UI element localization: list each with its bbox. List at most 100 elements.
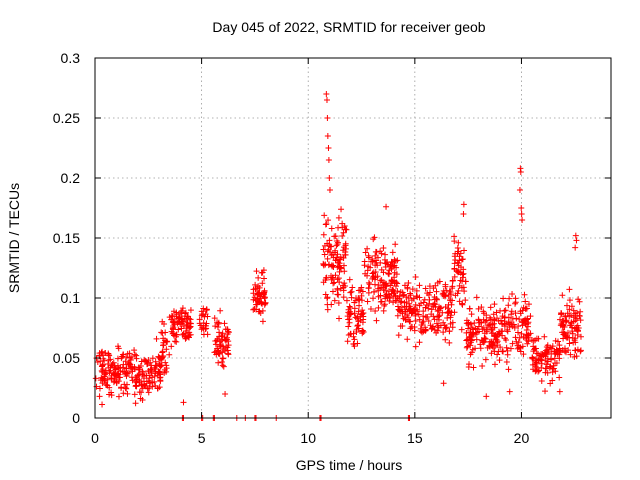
data-point: [461, 247, 468, 254]
data-point: [494, 339, 501, 346]
data-point: [475, 328, 482, 335]
data-point: [425, 317, 432, 324]
data-point: [382, 260, 389, 267]
data-point: [117, 364, 124, 371]
data-point: [224, 330, 231, 337]
data-point: [466, 305, 473, 312]
data-point: [215, 359, 222, 366]
data-point: [401, 314, 408, 321]
data-point: [123, 373, 130, 380]
data-point: [361, 262, 368, 269]
data-point: [218, 358, 225, 365]
data-point: [415, 311, 422, 318]
data-point: [187, 324, 194, 331]
data-point: [549, 377, 556, 384]
data-point: [120, 368, 127, 375]
data-point: [561, 345, 568, 352]
data-point: [364, 298, 371, 305]
data-point: [399, 310, 406, 317]
data-point: [408, 297, 415, 304]
data-point-spike: [323, 91, 330, 97]
data-point: [346, 319, 353, 326]
data-point: [175, 315, 182, 322]
data-point: [566, 297, 573, 304]
data-point: [541, 333, 548, 340]
data-point: [491, 324, 498, 331]
data-point: [198, 312, 205, 319]
data-point: [573, 353, 580, 360]
data-point: [449, 319, 456, 326]
data-point: [447, 297, 454, 304]
data-point: [359, 288, 366, 295]
data-point: [413, 292, 420, 299]
data-point: [255, 283, 262, 290]
data-point: [321, 251, 328, 258]
data-point: [360, 310, 367, 317]
data-point: [449, 278, 456, 285]
data-point: [463, 317, 470, 324]
data-point: [114, 370, 121, 377]
data-point: [423, 301, 430, 308]
data-point: [162, 329, 169, 336]
data-point: [412, 343, 419, 350]
data-point: [428, 306, 435, 313]
data-point: [509, 340, 516, 347]
data-point: [124, 390, 131, 397]
data-point: [216, 333, 223, 340]
data-point: [394, 257, 401, 264]
data-point: [449, 285, 456, 292]
data-point: [219, 330, 226, 337]
data-point: [136, 376, 143, 383]
data-point: [404, 336, 411, 343]
data-point: [389, 249, 396, 256]
data-point: [330, 280, 337, 287]
data-point: [366, 281, 373, 288]
data-point: [514, 329, 521, 336]
data-point: [509, 290, 516, 297]
data-point: [430, 313, 437, 320]
data-point: [124, 370, 131, 377]
data-point: [512, 310, 519, 317]
data-point: [525, 301, 532, 308]
data-point-spike: [518, 211, 525, 217]
data-point: [442, 336, 449, 343]
data-point: [224, 344, 231, 351]
data-point: [442, 303, 449, 310]
data-point: [512, 334, 519, 341]
data-point: [358, 297, 365, 304]
data-point: [459, 271, 466, 278]
data-point: [378, 277, 385, 284]
data-point: [341, 268, 348, 275]
data-point: [153, 335, 160, 342]
data-point: [348, 288, 355, 295]
data-point: [419, 329, 426, 336]
data-point: [401, 291, 408, 298]
data-point: [254, 290, 261, 297]
data-point: [414, 306, 421, 313]
data-point: [335, 291, 342, 298]
data-point: [407, 318, 414, 325]
data-point: [563, 349, 570, 356]
data-point: [388, 258, 395, 265]
data-point: [467, 339, 474, 346]
data-point: [104, 376, 111, 383]
data-point: [342, 242, 349, 249]
data-point: [322, 221, 329, 228]
data-point: [373, 317, 380, 324]
data-point: [118, 384, 125, 391]
data-point: [452, 256, 459, 263]
data-point: [123, 385, 130, 392]
data-point: [413, 287, 420, 294]
data-point: [442, 283, 449, 290]
data-point: [484, 344, 491, 351]
data-point: [359, 328, 366, 335]
data-point: [372, 252, 379, 259]
data-point: [562, 332, 569, 339]
data-point: [539, 351, 546, 358]
data-point: [407, 306, 414, 313]
data-point-spike: [506, 388, 513, 395]
data-point: [497, 307, 504, 314]
data-point: [219, 336, 226, 343]
data-point: [365, 254, 372, 261]
data-point: [253, 301, 260, 308]
